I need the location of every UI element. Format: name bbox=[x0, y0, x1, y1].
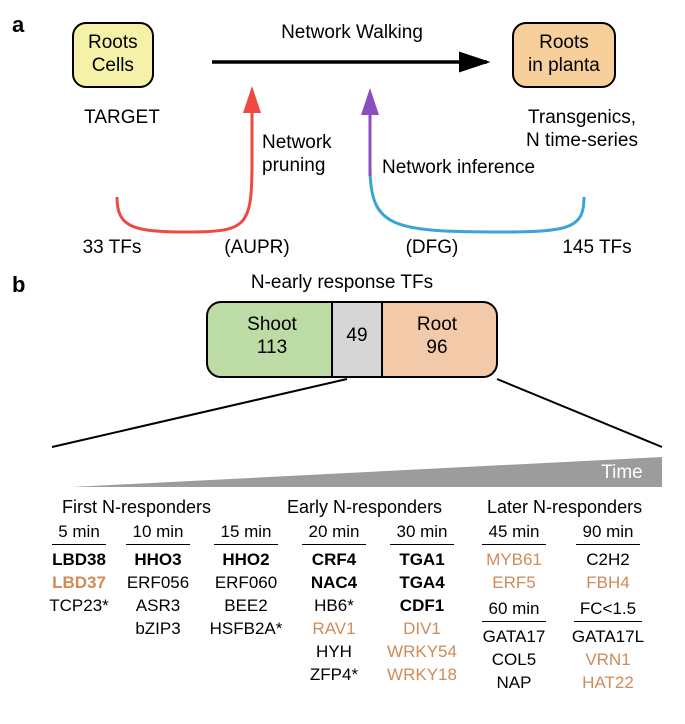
venn-root: Root 96 bbox=[392, 314, 482, 360]
tf-cell: HHO3 bbox=[134, 549, 181, 572]
venn-root-label: Root bbox=[417, 314, 457, 335]
network-inference-label: Network inference bbox=[382, 157, 562, 180]
tf-cell: HAT22 bbox=[582, 672, 634, 695]
tfs-145: 145 TFs bbox=[552, 237, 642, 260]
tf-col-1: 10 min HHO3ERF056ASR3bZIP3 bbox=[116, 522, 200, 695]
group-early: Early N-responders bbox=[287, 497, 442, 518]
venn-root-n: 96 bbox=[426, 337, 447, 358]
tf-cell: LBD37 bbox=[52, 572, 106, 595]
tf-cell: HHO2 bbox=[222, 549, 269, 572]
tf-cell: BEE2 bbox=[224, 595, 267, 618]
tf-cell: RAV1 bbox=[312, 618, 355, 641]
tf-cell: NAC4 bbox=[311, 572, 357, 595]
group-later: Later N-responders bbox=[487, 497, 642, 518]
tf-cell: ERF056 bbox=[127, 572, 189, 595]
tf-cell: TCP23* bbox=[49, 595, 109, 618]
network-pruning-label: Networkpruning bbox=[262, 132, 352, 178]
panel-b-label: b bbox=[12, 272, 25, 298]
tf-col-2: 15 min HHO2ERF060BEE2HSFB2A* bbox=[200, 522, 292, 695]
venn-shoot-n: 113 bbox=[257, 337, 287, 358]
roots-planta-box: Rootsin planta bbox=[512, 22, 616, 88]
tf-head: 5 min bbox=[52, 522, 106, 545]
tf-col-4: 30 min TGA1TGA4CDF1DIV1WRKY54WRKY18 bbox=[376, 522, 468, 695]
tf-cell: FBH4 bbox=[586, 572, 629, 595]
aupr-label: (AUPR) bbox=[212, 237, 302, 260]
tf-cell: HYH bbox=[316, 641, 352, 664]
tf-col-3: 20 min CRF4NAC4HB6*RAV1HYHZFP4* bbox=[292, 522, 376, 695]
tf-head: 20 min bbox=[302, 522, 365, 545]
tf-head: 30 min bbox=[390, 522, 453, 545]
venn-shoot-label: Shoot bbox=[247, 314, 297, 335]
dfg-label: (DFG) bbox=[392, 237, 472, 260]
tf-cell: TGA1 bbox=[399, 549, 444, 572]
tf-col-5: 45 min MYB61ERF5 60 min GATA17COL5NAP bbox=[468, 522, 560, 695]
tf-col-0: 5 min LBD38LBD37TCP23* bbox=[42, 522, 116, 695]
tf-head: 90 min bbox=[576, 522, 639, 545]
tf-head: FC<1.5 bbox=[574, 599, 642, 622]
tf-cell: ASR3 bbox=[136, 595, 180, 618]
tf-cell: HSFB2A* bbox=[210, 618, 283, 641]
target-label: TARGET bbox=[72, 107, 172, 130]
tfs-33: 33 TFs bbox=[72, 237, 152, 260]
panel-b: b N-early response TFs Shoot 113 49 Root… bbox=[12, 272, 673, 712]
tf-cell: HB6* bbox=[314, 595, 354, 618]
tf-cell: CRF4 bbox=[312, 549, 356, 572]
venn-title: N-early response TFs bbox=[212, 272, 472, 295]
time-label: Time bbox=[592, 462, 652, 485]
panel-a-label: a bbox=[12, 12, 24, 38]
tf-head: 10 min bbox=[126, 522, 189, 545]
tf-cell: ZFP4* bbox=[310, 664, 358, 687]
tf-cell: bZIP3 bbox=[135, 618, 180, 641]
tf-col-6: 90 min C2H2FBH4 FC<1.5 GATA17LVRN1HAT22 bbox=[560, 522, 656, 695]
tf-cell: GATA17 bbox=[483, 626, 546, 649]
transgenics-label: Transgenics,N time-series bbox=[497, 107, 667, 153]
tf-cell: WRKY18 bbox=[387, 664, 457, 687]
tf-cell: ERF060 bbox=[215, 572, 277, 595]
panel-a: a RootsCells Rootsin planta Network Walk… bbox=[12, 12, 673, 272]
tf-cell: GATA17L bbox=[572, 626, 644, 649]
tf-head: 45 min bbox=[482, 522, 545, 545]
tf-cell: NAP bbox=[497, 672, 532, 695]
tf-head: 60 min bbox=[482, 599, 545, 622]
group-first: First N-responders bbox=[62, 497, 211, 518]
tf-cell: MYB61 bbox=[486, 549, 542, 572]
roots-cells-box: RootsCells bbox=[72, 22, 154, 88]
tf-cell: VRN1 bbox=[585, 649, 630, 672]
tf-cell: CDF1 bbox=[400, 595, 444, 618]
tf-cell: WRKY54 bbox=[387, 641, 457, 664]
tf-cell: LBD38 bbox=[52, 549, 106, 572]
tf-head: 15 min bbox=[214, 522, 277, 545]
venn-shoot: Shoot 113 bbox=[227, 314, 317, 360]
tf-table: 5 min LBD38LBD37TCP23* 10 min HHO3ERF056ASR… bbox=[42, 522, 656, 695]
network-walking-title: Network Walking bbox=[242, 22, 462, 45]
tf-cell: COL5 bbox=[492, 649, 536, 672]
venn-overlap: 49 bbox=[332, 325, 382, 348]
tf-cell: TGA4 bbox=[399, 572, 444, 595]
tf-cell: DIV1 bbox=[403, 618, 441, 641]
tf-cell: C2H2 bbox=[586, 549, 629, 572]
tf-cell: ERF5 bbox=[492, 572, 535, 595]
